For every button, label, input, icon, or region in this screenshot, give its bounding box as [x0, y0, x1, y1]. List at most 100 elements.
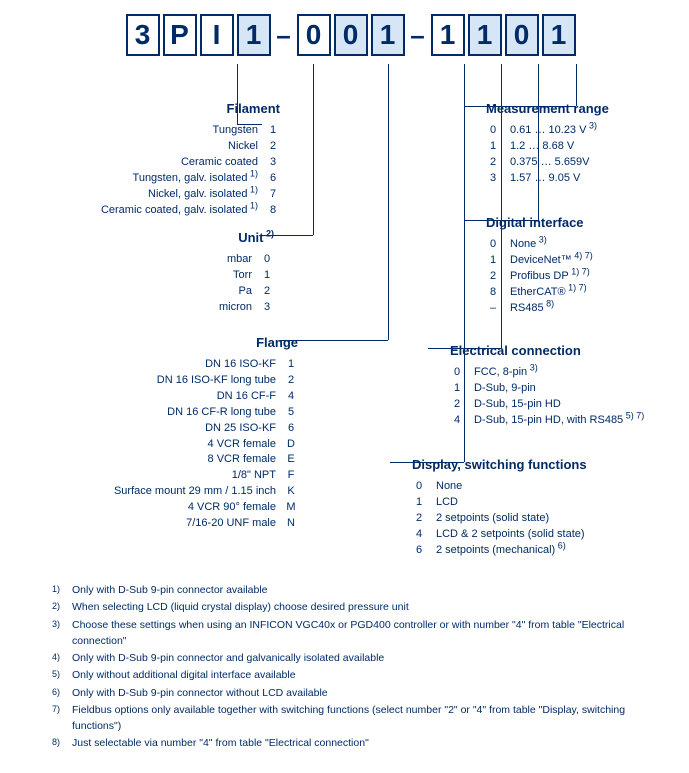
- option-label: DN 16 CF-F: [217, 389, 276, 405]
- option-code: 0: [412, 479, 426, 495]
- footnote-text: Only without additional digital interfac…: [72, 667, 296, 683]
- footnote: 3)Choose these settings when using an IN…: [52, 617, 671, 650]
- option-label: D-Sub, 15-pin HD, with RS485 5) 7): [474, 413, 644, 429]
- footnote-number: 4): [52, 650, 64, 666]
- option-label: Surface mount 29 mm / 1.15 inch: [114, 484, 276, 500]
- option-code: 2: [260, 284, 274, 300]
- option-code: E: [284, 452, 298, 468]
- footnote-text: Only with D-Sub 9-pin connector without …: [72, 685, 328, 701]
- part-cell: I: [200, 14, 234, 56]
- connector-line: [501, 64, 502, 348]
- option-code: 1: [486, 253, 500, 269]
- option-row: DN 16 ISO-KF 1: [80, 357, 298, 373]
- connector-line: [576, 64, 577, 106]
- option-label: 4 VCR 90° female: [188, 500, 276, 516]
- option-code: M: [284, 500, 298, 516]
- option-row: Nickel2: [20, 139, 280, 155]
- option-row: 4LCD & 2 setpoints (solid state): [412, 527, 662, 543]
- option-code: 8: [486, 285, 500, 301]
- option-row: micron3: [170, 300, 274, 316]
- option-row: 1LCD: [412, 495, 662, 511]
- option-row: 8EtherCAT® 1) 7): [486, 285, 686, 301]
- option-row: 2 D-Sub, 15-pin HD: [450, 397, 689, 413]
- connector-line: [464, 64, 465, 462]
- option-label: D-Sub, 9-pin: [474, 381, 536, 397]
- footnote-text: Only with D-Sub 9-pin connector and galv…: [72, 650, 384, 666]
- part-dash: –: [408, 20, 428, 51]
- option-row: 1/8" NPTF: [80, 468, 298, 484]
- option-row: mbar0: [170, 252, 274, 268]
- option-label: RS485 8): [510, 301, 554, 317]
- option-label: 2 setpoints (solid state): [436, 511, 549, 527]
- section-title: Measurement range: [486, 100, 686, 119]
- option-label: 8 VCR female: [208, 452, 276, 468]
- option-code: D: [284, 437, 298, 453]
- footnote-number: 1): [52, 582, 64, 598]
- option-row: 6 2 setpoints (mechanical) 6): [412, 543, 662, 559]
- option-label: D-Sub, 15-pin HD: [474, 397, 561, 413]
- option-code: 2: [266, 139, 280, 155]
- option-row: 3 1.57 … 9.05 V: [486, 171, 686, 187]
- option-code: 3: [486, 171, 500, 187]
- option-label: None 3): [510, 237, 547, 253]
- connector-line: [237, 124, 262, 125]
- section-title: Unit 2): [170, 229, 274, 248]
- part-cell: 0: [505, 14, 539, 56]
- part-number-row: 3PI1–001–1101: [30, 14, 671, 56]
- option-code: 0: [450, 365, 464, 381]
- option-code: 2: [486, 155, 500, 171]
- option-code: 2: [450, 397, 464, 413]
- option-code: 0: [486, 123, 500, 139]
- option-code: N: [284, 516, 298, 532]
- option-label: DN 16 CF-R long tube: [167, 405, 276, 421]
- part-cell: 0: [334, 14, 368, 56]
- option-label: DN 16 ISO-KF: [205, 357, 276, 373]
- option-label: 7/16-20 UNF male: [186, 516, 276, 532]
- option-label: 0.61 … 10.23 V 3): [510, 123, 597, 139]
- option-label: Pa: [239, 284, 252, 300]
- option-row: Pa 2: [170, 284, 274, 300]
- section-unit: Unit 2) mbar0Torr 1 Pa 2micron3: [170, 229, 274, 316]
- part-cell: 1: [237, 14, 271, 56]
- section-title: Electrical connection: [450, 342, 689, 361]
- option-label: 2 setpoints (mechanical) 6): [436, 543, 566, 559]
- footnote-text: When selecting LCD (liquid crystal displ…: [72, 599, 409, 615]
- connector-line: [388, 64, 389, 340]
- option-row: 4D-Sub, 15-pin HD, with RS485 5) 7): [450, 413, 689, 429]
- footnote: 7)Fieldbus options only available togeth…: [52, 702, 671, 735]
- footnote: 6)Only with D-Sub 9-pin connector withou…: [52, 685, 671, 701]
- option-code: 1: [412, 495, 426, 511]
- option-label: 1.57 … 9.05 V: [510, 171, 580, 187]
- option-code: 1: [266, 123, 280, 139]
- footnote-text: Fieldbus options only available together…: [72, 702, 671, 735]
- option-row: 0 None: [412, 479, 662, 495]
- part-cell: 1: [542, 14, 576, 56]
- footnotes: 1)Only with D-Sub 9-pin connector availa…: [20, 582, 671, 752]
- option-code: 1: [260, 268, 274, 284]
- connector-line: [237, 64, 238, 124]
- footnote: 4) Only with D-Sub 9-pin connector and ga…: [52, 650, 671, 666]
- footnote-number: 3): [52, 617, 64, 650]
- option-row: Surface mount 29 mm / 1.15 inchK: [80, 484, 298, 500]
- option-code: 2: [486, 269, 500, 285]
- option-row: 1D-Sub, 9-pin: [450, 381, 689, 397]
- footnote-number: 8): [52, 735, 64, 751]
- option-code: 3: [260, 300, 274, 316]
- option-code: F: [284, 468, 298, 484]
- option-row: DN 16 CF-R long tube5: [80, 405, 298, 421]
- option-label: None: [436, 479, 462, 495]
- option-code: 2: [284, 373, 298, 389]
- option-label: Torr: [233, 268, 252, 284]
- section-title: Flange: [80, 334, 298, 353]
- option-code: 1: [284, 357, 298, 373]
- option-row: Nickel, galv. isolated 1)7: [20, 187, 280, 203]
- part-cell: 1: [431, 14, 465, 56]
- option-code: 0: [486, 237, 500, 253]
- option-code: 7: [266, 187, 280, 203]
- section-title: Digital interface: [486, 214, 686, 233]
- option-code: 6: [412, 543, 426, 559]
- section-range: Measurement range00.61 … 10.23 V 3)11.2 …: [486, 100, 686, 187]
- option-row: DN 16 CF-F4: [80, 389, 298, 405]
- option-row: Ceramic coated3: [20, 155, 280, 171]
- footnote-number: 5): [52, 667, 64, 683]
